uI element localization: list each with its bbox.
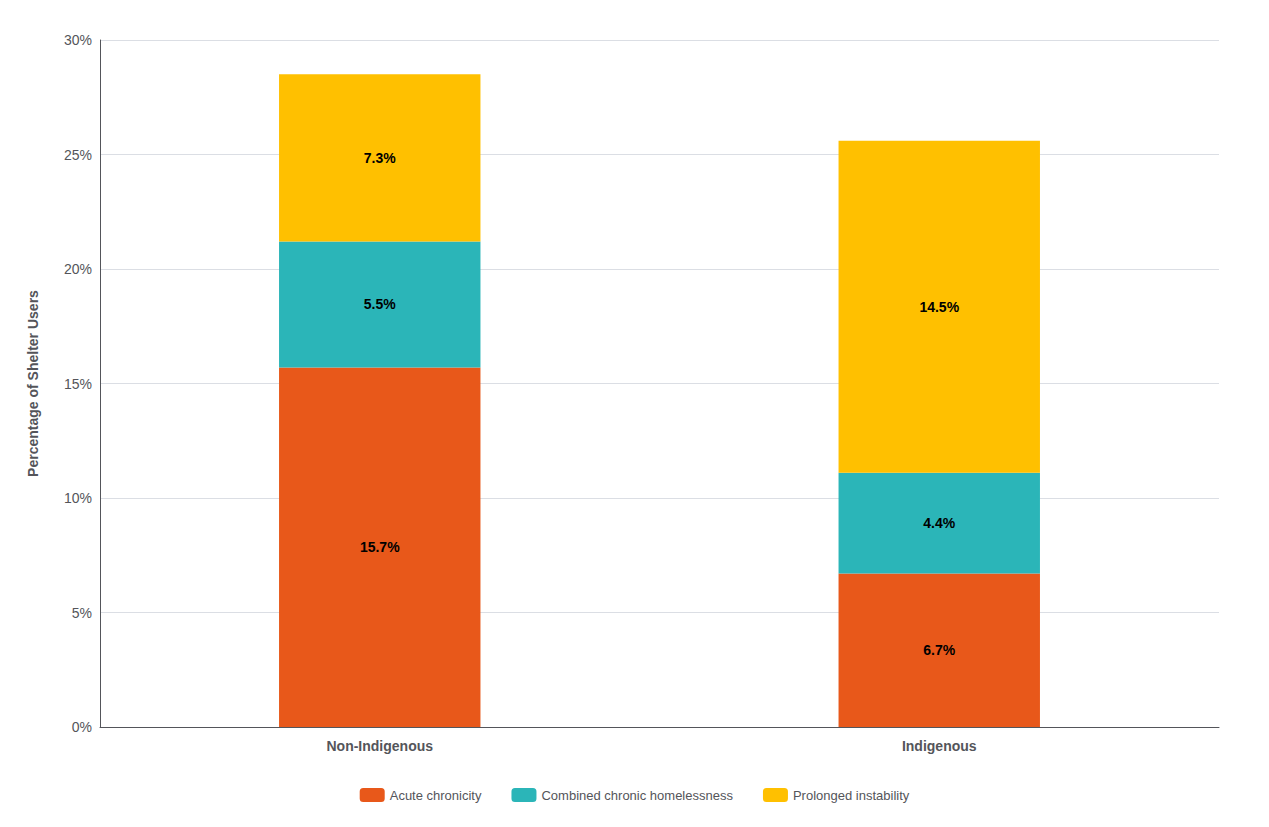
svg-text:0%: 0% — [72, 719, 92, 735]
svg-text:5.5%: 5.5% — [364, 296, 396, 312]
svg-text:15%: 15% — [64, 376, 92, 392]
svg-text:Percentage of Shelter Users: Percentage of Shelter Users — [25, 290, 41, 477]
svg-text:14.5%: 14.5% — [919, 299, 959, 315]
svg-text:25%: 25% — [64, 147, 92, 163]
svg-text:Non-Indigenous: Non-Indigenous — [326, 738, 433, 754]
svg-text:6.7%: 6.7% — [923, 642, 955, 658]
svg-text:7.3%: 7.3% — [364, 150, 396, 166]
svg-text:Prolonged instability: Prolonged instability — [793, 788, 910, 803]
svg-text:Combined chronic homelessness: Combined chronic homelessness — [541, 788, 733, 803]
svg-text:Acute chronicity: Acute chronicity — [390, 788, 482, 803]
svg-text:5%: 5% — [72, 605, 92, 621]
svg-text:20%: 20% — [64, 261, 92, 277]
svg-text:15.7%: 15.7% — [360, 539, 400, 555]
svg-text:4.4%: 4.4% — [923, 515, 955, 531]
svg-text:30%: 30% — [64, 32, 92, 48]
svg-text:Indigenous: Indigenous — [902, 738, 977, 754]
svg-text:10%: 10% — [64, 490, 92, 506]
